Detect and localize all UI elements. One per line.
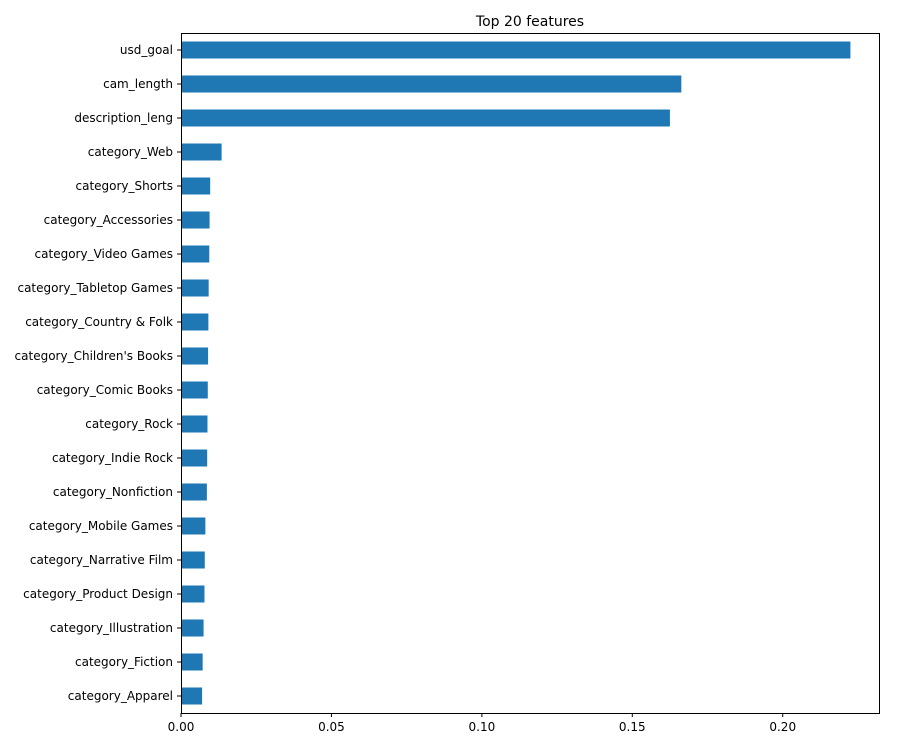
bar-description-leng bbox=[181, 109, 670, 127]
bar-category-nonfiction bbox=[181, 483, 207, 501]
x-tick-label: 0.10 bbox=[469, 720, 496, 734]
y-tick-label: category_Indie Rock bbox=[52, 451, 173, 465]
y-tick-label: category_Web bbox=[88, 145, 173, 159]
y-tick-label: category_Tabletop Games bbox=[17, 281, 173, 295]
y-tick-label: cam_length bbox=[103, 77, 173, 91]
y-tick-label: category_Rock bbox=[85, 417, 173, 431]
bar-category-rock bbox=[181, 415, 208, 433]
x-axis-ticks: 0.00 0.05 0.10 0.15 0.20 bbox=[168, 713, 796, 734]
bar-category-web bbox=[181, 143, 222, 161]
bar-category-accessories bbox=[181, 211, 210, 229]
y-tick-label: category_Children's Books bbox=[15, 349, 173, 363]
x-tick-label: 0.00 bbox=[168, 720, 195, 734]
bar-category-mobile-games bbox=[181, 517, 206, 535]
y-tick-label: category_Country & Folk bbox=[25, 315, 173, 329]
y-tick-label: category_Fiction bbox=[75, 655, 173, 669]
bar-category-country-folk bbox=[181, 313, 209, 331]
y-tick-label: category_Accessories bbox=[44, 213, 173, 227]
bar-category-children-s-books bbox=[181, 347, 209, 365]
bar-cam-length bbox=[181, 75, 682, 93]
y-tick-label: category_Video Games bbox=[35, 247, 173, 261]
x-tick-label: 0.20 bbox=[769, 720, 796, 734]
bar-category-illustration bbox=[181, 619, 204, 637]
bar-category-comic-books bbox=[181, 381, 208, 399]
bar-category-fiction bbox=[181, 653, 203, 671]
bars-group bbox=[181, 41, 851, 705]
y-tick-label: category_Nonfiction bbox=[53, 485, 173, 499]
bar-category-shorts bbox=[181, 177, 211, 195]
chart-title: Top 20 features bbox=[475, 14, 584, 30]
bar-category-indie-rock bbox=[181, 449, 208, 467]
plot-frame bbox=[181, 33, 880, 714]
bar-usd-goal bbox=[181, 41, 851, 59]
y-axis-ticks: usd_goal cam_length description_lengcatego… bbox=[15, 43, 181, 703]
bar-category-video-games bbox=[181, 245, 210, 263]
y-tick-label: description_leng bbox=[74, 111, 173, 125]
bar-category-narrative-film bbox=[181, 551, 205, 569]
y-tick-label: category_Illustration bbox=[50, 621, 173, 635]
y-tick-label: category_Product Design bbox=[23, 587, 173, 601]
y-tick-label: category_Narrative Film bbox=[30, 553, 173, 567]
y-tick-label: category_Comic Books bbox=[37, 383, 173, 397]
x-tick-label: 0.05 bbox=[318, 720, 345, 734]
x-tick-label: 0.15 bbox=[619, 720, 646, 734]
y-tick-label: category_Apparel bbox=[68, 689, 173, 703]
y-tick-label: category_Shorts bbox=[76, 179, 174, 193]
y-tick-label: usd_goal bbox=[120, 43, 173, 57]
y-tick-label: category_Mobile Games bbox=[29, 519, 173, 533]
bar-category-apparel bbox=[181, 687, 203, 705]
bar-category-product-design bbox=[181, 585, 205, 603]
bar-category-tabletop-games bbox=[181, 279, 209, 297]
